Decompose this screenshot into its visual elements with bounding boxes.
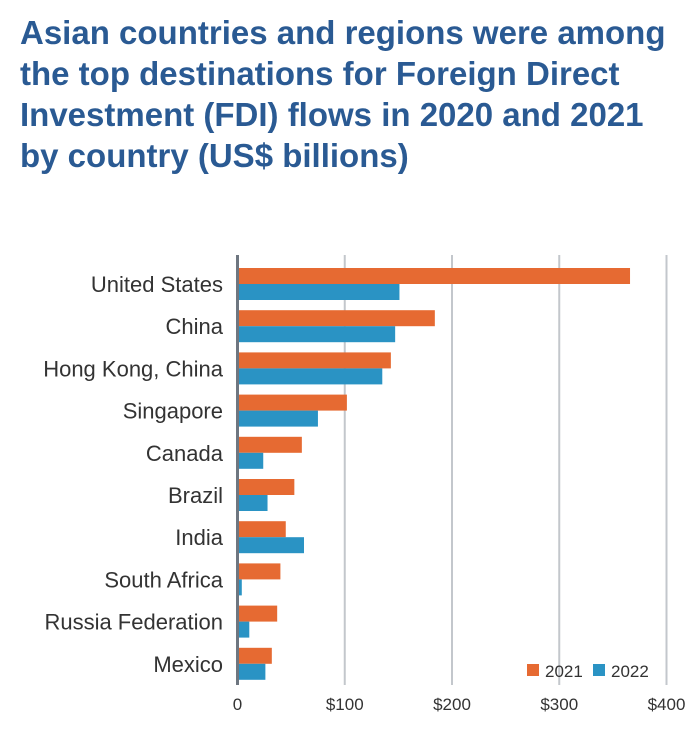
category-label: India [175, 525, 223, 550]
bar-2022 [237, 663, 266, 680]
bar-2022 [237, 579, 242, 596]
x-tick-label: $200 [433, 695, 471, 714]
bar-2021 [237, 563, 281, 580]
bar-2022 [237, 284, 400, 300]
category-label: United States [91, 272, 223, 297]
legend-swatch-2021 [527, 664, 539, 676]
bar-2021 [237, 605, 278, 622]
bar-2022 [237, 326, 396, 343]
bar-2022 [237, 368, 383, 385]
category-label: Singapore [123, 399, 223, 424]
bar-2021 [237, 479, 295, 495]
category-label: China [166, 314, 224, 339]
bar-2021 [237, 436, 302, 453]
bar-2021 [237, 268, 631, 284]
bar-2022 [237, 495, 268, 511]
legend-swatch-2022 [593, 664, 605, 676]
x-tick-label: $400 [648, 695, 686, 714]
bar-2022 [237, 537, 304, 554]
x-tick-label: $100 [326, 695, 364, 714]
category-label: Hong Kong, China [43, 356, 224, 381]
category-label: South Africa [104, 567, 223, 592]
bar-2022 [237, 621, 250, 638]
bar-2022 [237, 452, 264, 469]
bar-2021 [237, 647, 272, 664]
x-tick-label: $300 [540, 695, 578, 714]
bar-2021 [237, 394, 347, 411]
category-label: Russia Federation [44, 610, 223, 635]
x-tick-label: 0 [233, 695, 242, 714]
category-label: Mexico [153, 652, 223, 677]
legend-label: 2022 [611, 662, 649, 681]
bar-2021 [237, 310, 435, 327]
bar-2021 [237, 352, 391, 369]
chart-title: Asian countries and regions were among t… [20, 14, 666, 174]
category-label: Canada [146, 441, 224, 466]
bar-2021 [237, 521, 286, 538]
legend-label: 2021 [545, 662, 583, 681]
category-label: Brazil [168, 483, 223, 508]
bar-2022 [237, 410, 318, 427]
